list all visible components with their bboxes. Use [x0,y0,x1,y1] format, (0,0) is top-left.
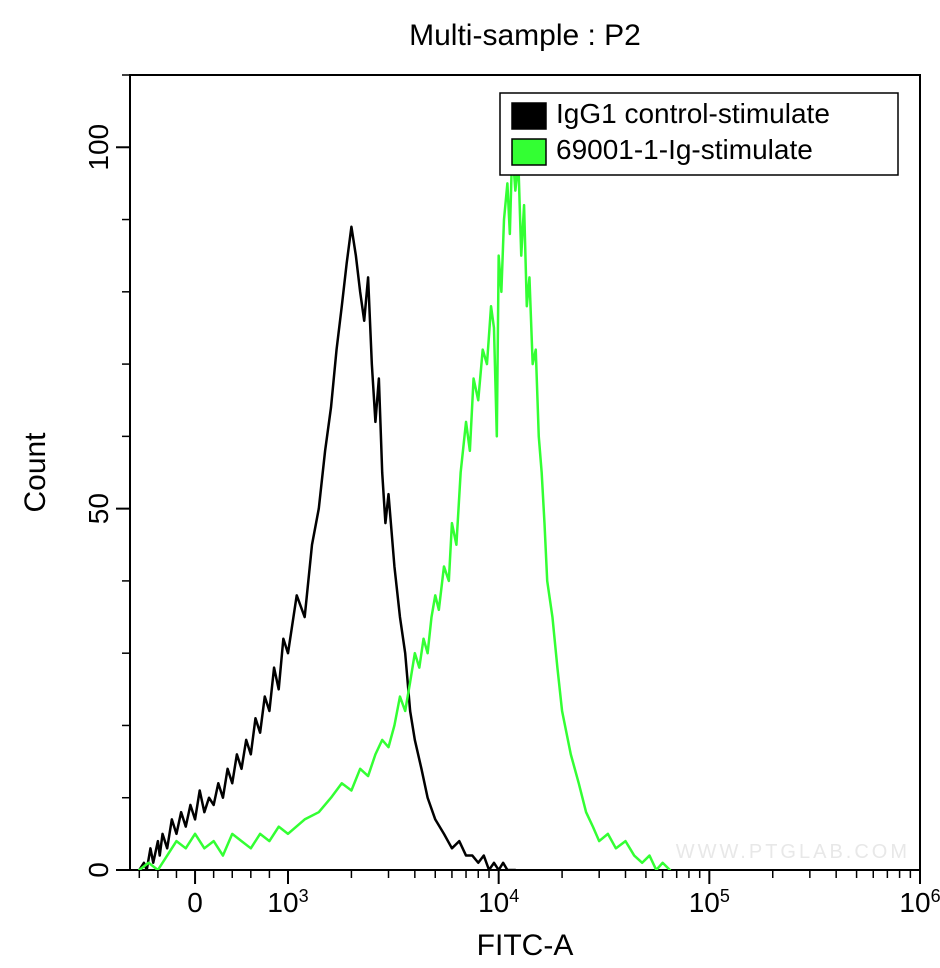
flow-cytometry-histogram: Multi-sample : P20103104105106FITC-A0501… [0,0,940,968]
x-tick-label: 0 [187,887,203,918]
y-tick-label: 100 [83,124,114,171]
legend-label: 69001-1-Ig-stimulate [556,134,813,165]
legend: IgG1 control-stimulate 69001-1-Ig-stimula… [500,93,898,175]
x-axis-label: FITC-A [477,929,574,962]
chart-title: Multi-sample : P2 [409,19,641,52]
y-tick-label: 50 [83,493,114,524]
legend-swatch [512,103,546,129]
legend-swatch [512,139,546,165]
y-axis-label: Count [19,432,52,513]
legend-label: IgG1 control-stimulate [556,98,830,129]
chart-svg: Multi-sample : P20103104105106FITC-A0501… [0,0,940,968]
watermark: WWW.PTGLAB.COM [676,841,910,863]
y-tick-label: 0 [83,862,114,878]
